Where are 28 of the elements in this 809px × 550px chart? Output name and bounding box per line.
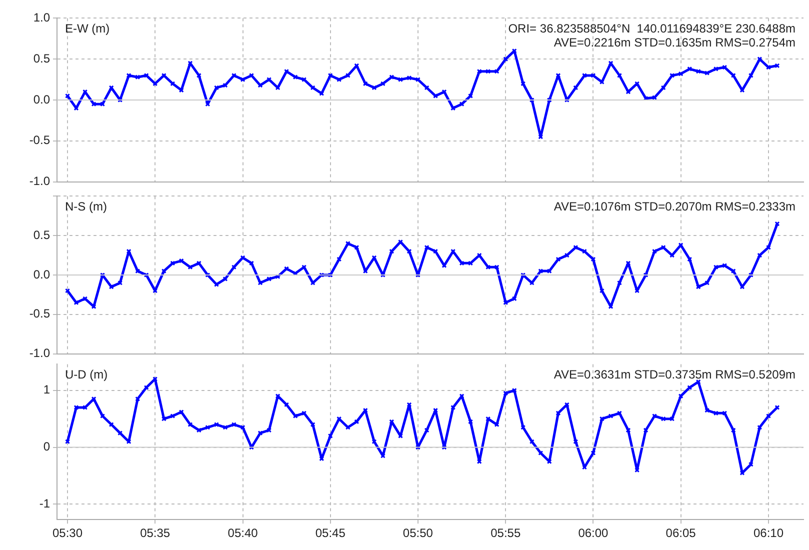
y-tick-label: -1	[39, 496, 50, 511]
y-tick-label: 0.5	[33, 228, 50, 242]
y-axis-title: N-S (m)	[65, 200, 107, 214]
x-tick-label: 06:05	[666, 526, 696, 540]
x-tick-label: 05:40	[228, 526, 258, 540]
x-tick-label: 05:45	[315, 526, 346, 540]
annotation: AVE=0.1076m STD=0.2070m RMS=0.2333m	[554, 200, 796, 214]
y-tick-label: -0.5	[29, 133, 50, 148]
x-tick-label: 05:55	[490, 526, 521, 540]
x-tick-label: 06:10	[753, 526, 784, 540]
y-tick-label: 0	[43, 440, 50, 454]
x-tick-label: 06:00	[578, 526, 609, 540]
x-tick-label: 05:50	[402, 526, 434, 540]
annotation: AVE=0.3631m STD=0.3735m RMS=0.5209m	[554, 368, 796, 382]
y-tick-label: -1.0	[29, 174, 50, 188]
x-tick-label: 05:35	[140, 526, 170, 540]
y-axis-title: E-W (m)	[65, 22, 110, 36]
x-tick-label: 05:30	[52, 526, 83, 540]
annotation: AVE=0.2216m STD=0.1635m RMS=0.2754m	[554, 36, 796, 50]
y-tick-label: -1.0	[29, 346, 50, 360]
y-tick-label: 0.0	[33, 92, 50, 106]
annotation: ORI= 36.823588504°N 140.011694839°E 230.6488m	[508, 22, 796, 36]
y-tick-label: 1	[43, 382, 50, 397]
y-tick-label: 0.5	[33, 51, 50, 66]
y-tick-label: 0.0	[33, 267, 50, 282]
y-axis-title: U-D (m)	[65, 368, 108, 382]
y-tick-label: 1.0	[33, 10, 50, 25]
y-tick-label: -0.5	[29, 306, 50, 321]
